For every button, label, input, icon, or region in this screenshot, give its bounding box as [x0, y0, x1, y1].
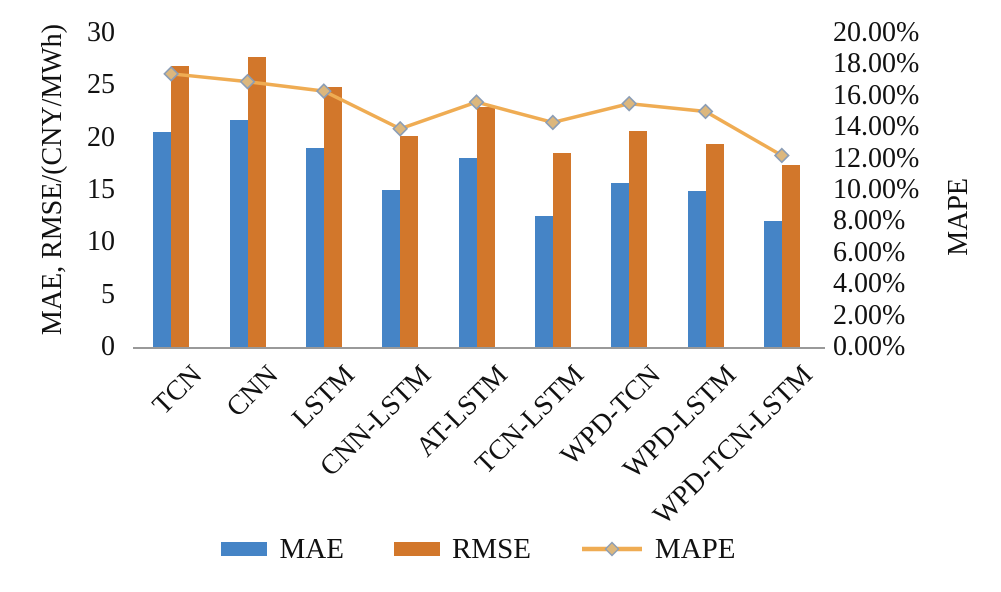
- bar-mae: [611, 182, 630, 347]
- legend-label-mape: MAPE: [654, 533, 736, 565]
- y-axis-tick-label: 10: [87, 226, 115, 258]
- y-axis-tick-label: 20: [87, 121, 115, 153]
- bar-rmse: [552, 153, 571, 347]
- y2-axis-tick-label: 10.00%: [833, 174, 920, 205]
- mape-marker: [544, 114, 561, 131]
- right-axis-title: MAPE: [942, 62, 976, 372]
- y2-axis-tick-label: 6.00%: [833, 236, 906, 268]
- bar-mae: [229, 119, 248, 347]
- y2-axis-tick-label: 12.00%: [833, 142, 920, 174]
- left-axis-title-text: MAE, RMSE/(CNY/MWh): [37, 24, 68, 336]
- bar-rmse: [781, 164, 800, 347]
- x-axis-category-label: CNN: [220, 359, 285, 424]
- x-axis-category-label: TCN: [146, 359, 209, 421]
- bar-rmse: [323, 87, 342, 347]
- mape-marker: [773, 147, 790, 164]
- x-axis-line: [133, 347, 825, 349]
- y-axis-tick-label: 5: [101, 278, 115, 310]
- bar-rmse: [247, 57, 266, 347]
- bar-rmse: [400, 135, 419, 347]
- bar-rmse: [171, 66, 190, 347]
- y-axis-tick-label: 15: [87, 174, 115, 205]
- y2-axis-tick-label: 8.00%: [833, 205, 906, 237]
- mape-marker: [697, 103, 714, 120]
- legend-swatch-rmse: [393, 542, 440, 556]
- legend-item-rmse: RMSE: [393, 533, 531, 565]
- legend-item-mape: MAPE: [581, 534, 736, 564]
- legend-label-mae: MAE: [279, 533, 344, 565]
- y2-axis-tick-label: 4.00%: [833, 268, 906, 300]
- legend-label-rmse: RMSE: [451, 533, 531, 565]
- bar-mae: [534, 216, 553, 347]
- y-axis-tick-label: 25: [87, 69, 115, 101]
- mape-marker: [392, 120, 409, 137]
- y2-axis-tick-label: 16.00%: [833, 79, 920, 111]
- bar-mae: [763, 221, 782, 347]
- bar-mae: [687, 191, 706, 347]
- y2-axis-tick-label: 0.00%: [833, 331, 906, 362]
- bar-mae: [153, 132, 172, 347]
- y2-axis-tick-label: 2.00%: [833, 299, 906, 331]
- legend-diamond-marker: [604, 541, 620, 557]
- bar-rmse: [629, 131, 648, 347]
- bar-mae: [458, 157, 477, 347]
- y2-axis-tick-label: 18.00%: [833, 48, 920, 80]
- bar-mae: [382, 190, 401, 347]
- legend-swatch-mae: [221, 542, 268, 556]
- y2-axis-tick-label: 20.00%: [833, 17, 920, 48]
- legend-line-sample: [581, 541, 642, 557]
- bar-rmse: [705, 143, 724, 347]
- mape-marker: [621, 95, 638, 112]
- y-axis-tick-label: 0: [101, 331, 115, 362]
- right-axis-title-text: MAPE: [943, 178, 974, 256]
- bar-mae: [305, 148, 324, 347]
- legend: MAE RMSE MAPE: [0, 534, 979, 564]
- y2-axis-tick-label: 14.00%: [833, 111, 920, 143]
- left-axis-title: MAE, RMSE/(CNY/MWh): [36, 5, 70, 355]
- legend-item-mae: MAE: [221, 533, 344, 565]
- bar-rmse: [476, 107, 495, 347]
- y-axis-tick-label: 30: [87, 17, 115, 48]
